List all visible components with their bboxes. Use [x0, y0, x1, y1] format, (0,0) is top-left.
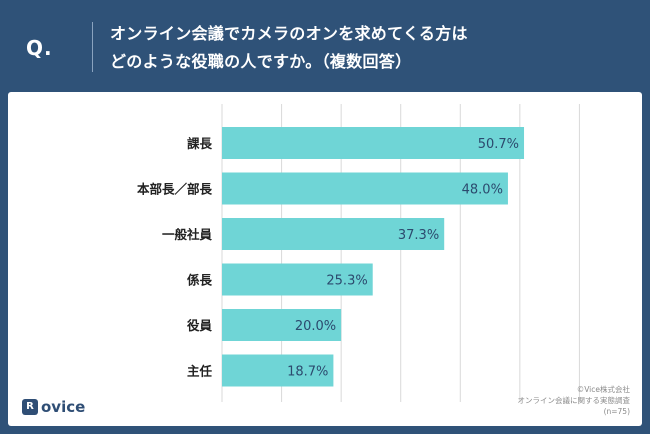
category-label-5: 主任: [187, 364, 213, 379]
category-label-3: 係長: [187, 273, 213, 288]
bar-1: [222, 172, 508, 205]
source-survey: オンライン会議に関する実態調査: [517, 396, 631, 405]
header: Q. オンライン会議でカメラのオンを求めてくる方は どのような役職の人ですか。（…: [0, 0, 650, 86]
ovice-logo: R ovice: [22, 398, 85, 416]
category-label-0: 課長: [187, 136, 213, 151]
category-label-4: 役員: [187, 318, 213, 333]
question-mark-label: Q.: [26, 36, 53, 60]
bar-2: [222, 218, 445, 250]
ovice-logo-mark: R: [22, 399, 38, 415]
value-label-5: 18.7%: [287, 365, 328, 380]
ovice-logo-text: ovice: [41, 398, 86, 416]
source-sample-size: (n=75): [603, 407, 630, 416]
header-divider: [92, 22, 93, 72]
source-note: ©Vice株式会社 オンライン会議に関する実態調査 (n=75): [518, 384, 631, 417]
category-label-2: 一般社員: [162, 227, 213, 242]
value-label-3: 25.3%: [326, 274, 367, 289]
category-label-1: 本部長／部長: [137, 182, 213, 197]
title-line-2: どのような役職の人ですか。（複数回答）: [110, 52, 412, 71]
title-line-1: オンライン会議でカメラのオンを求めてくる方は: [110, 24, 468, 43]
value-label-4: 20.0%: [295, 319, 336, 334]
value-label-1: 48.0%: [462, 183, 503, 198]
bar-0: [222, 127, 525, 159]
bar-4: [222, 309, 342, 341]
value-label-2: 37.3%: [398, 228, 439, 243]
chart-card: 課長 50.7% 本部長／部長 48.0% 一般社員 37.3% 係長 25.3% 役員 20.0…: [8, 92, 642, 426]
bar-3: [222, 263, 373, 296]
source-company: ©Vice株式会社: [576, 385, 630, 394]
bar-5: [222, 354, 334, 387]
bar-chart: 課長 50.7% 本部長／部長 48.0% 一般社員 37.3% 係長 25.3% 役員 20.0…: [137, 104, 580, 402]
value-label-0: 50.7%: [478, 137, 519, 152]
